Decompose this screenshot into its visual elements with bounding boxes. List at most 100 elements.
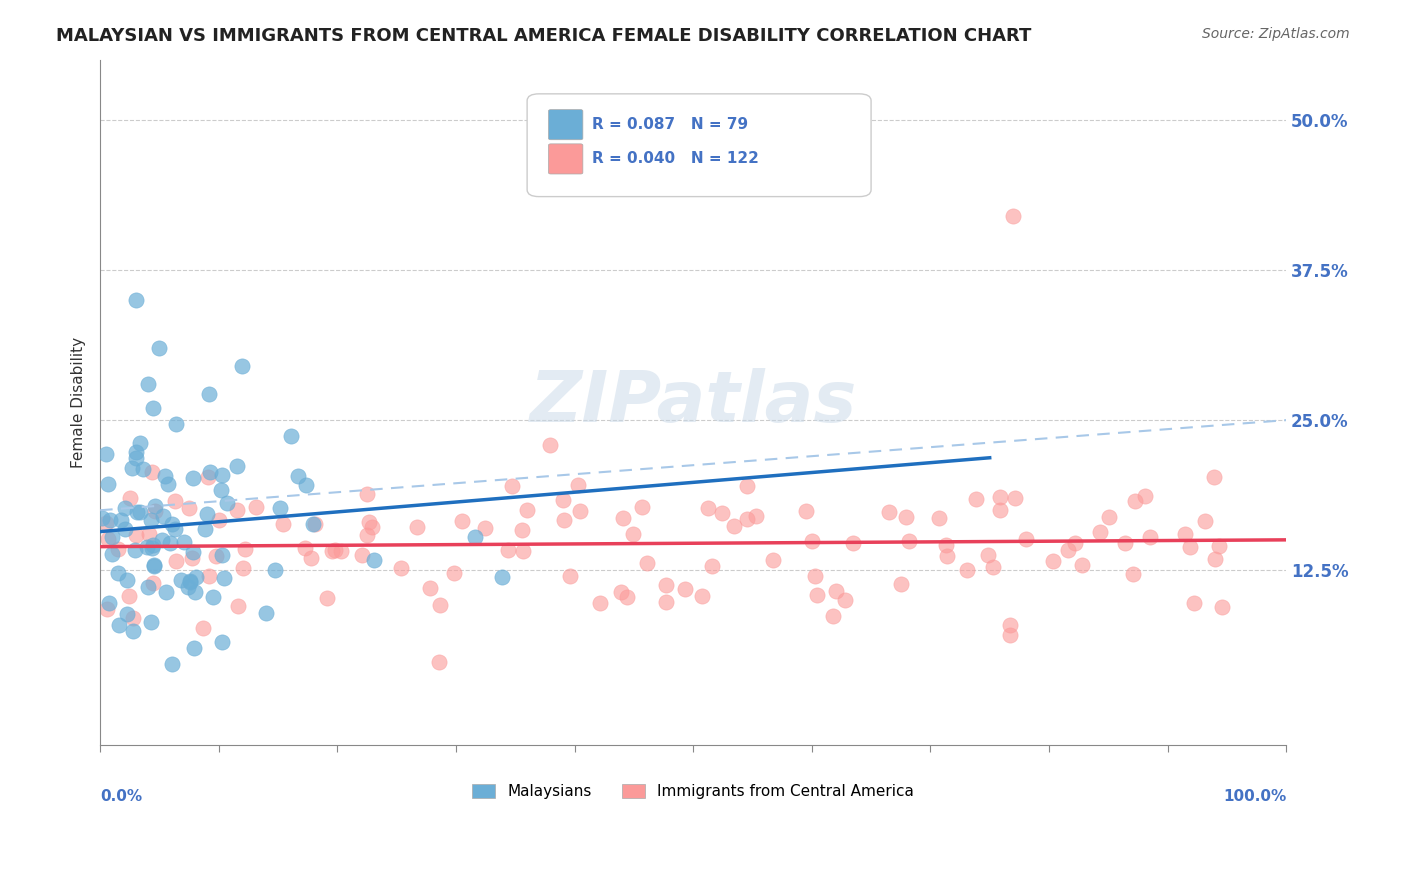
Malaysians [143,558,166,572]
Malaysians [280,429,302,443]
Immigrants from Central America [233,542,256,557]
Immigrants from Central America [616,590,638,604]
Immigrants from Central America [1114,536,1136,550]
Text: R = 0.087   N = 79: R = 0.087 N = 79 [592,117,748,132]
Malaysians [107,566,129,580]
Immigrants from Central America [226,599,249,613]
Malaysians [165,417,187,431]
Malaysians [194,522,217,536]
Malaysians [139,513,162,527]
Malaysians [363,552,385,566]
Malaysians [197,387,219,401]
Immigrants from Central America [299,550,322,565]
Immigrants from Central America [321,544,343,558]
Malaysians [141,541,163,555]
Malaysians [163,522,186,536]
Immigrants from Central America [988,503,1011,517]
Malaysians [132,462,155,476]
Immigrants from Central America [569,504,592,518]
Immigrants from Central America [356,487,378,501]
Malaysians [160,517,183,532]
Immigrants from Central America [981,559,1004,574]
Immigrants from Central America [1123,493,1146,508]
Immigrants from Central America [427,655,450,669]
Immigrants from Central America [842,536,865,550]
Immigrants from Central America [1004,491,1026,505]
Malaysians [122,624,145,639]
Immigrants from Central America [673,582,696,596]
Malaysians [141,615,163,629]
Immigrants from Central America [825,584,848,599]
Immigrants from Central America [1042,554,1064,568]
Malaysians [98,513,121,527]
Malaysians [264,563,287,577]
Malaysians [156,476,179,491]
Legend: Malaysians, Immigrants from Central America: Malaysians, Immigrants from Central Amer… [465,778,921,805]
Immigrants from Central America [197,469,219,483]
Immigrants from Central America [1202,469,1225,483]
Malaysians [142,559,165,574]
Malaysians [183,585,205,599]
Immigrants from Central America [621,526,644,541]
Malaysians [269,501,291,516]
Text: MALAYSIAN VS IMMIGRANTS FROM CENTRAL AMERICA FEMALE DISABILITY CORRELATION CHART: MALAYSIAN VS IMMIGRANTS FROM CENTRAL AME… [56,27,1032,45]
Immigrants from Central America [271,516,294,531]
Immigrants from Central America [406,520,429,534]
Text: 100.0%: 100.0% [1223,789,1286,804]
Immigrants from Central America [977,549,1000,563]
Immigrants from Central America [107,542,129,557]
Immigrants from Central America [1204,551,1226,566]
Immigrants from Central America [896,510,918,524]
Malaysians [115,607,138,621]
Immigrants from Central America [142,575,165,590]
Immigrants from Central America [304,517,326,532]
Immigrants from Central America [1139,530,1161,544]
Immigrants from Central America [226,503,249,517]
Immigrants from Central America [735,512,758,526]
Immigrants from Central America [538,437,561,451]
Malaysians [94,447,117,461]
Immigrants from Central America [208,513,231,527]
Immigrants from Central America [138,527,160,541]
Immigrants from Central America [928,511,950,525]
Immigrants from Central America [710,506,733,520]
Immigrants from Central America [232,561,254,575]
Malaysians [117,573,139,587]
Immigrants from Central America [1135,489,1157,503]
Immigrants from Central America [191,621,214,635]
Immigrants from Central America [474,520,496,534]
Immigrants from Central America [567,478,589,492]
Text: 0.0%: 0.0% [100,789,142,804]
Immigrants from Central America [96,516,118,530]
Immigrants from Central America [97,533,120,547]
Malaysians [294,477,316,491]
Malaysians [124,543,146,558]
Immigrants from Central America [510,524,533,538]
Malaysians [301,516,323,531]
Immigrants from Central America [735,479,758,493]
Immigrants from Central America [723,519,745,533]
Immigrants from Central America [245,500,267,514]
Malaysians [129,505,152,519]
Malaysians [101,547,124,561]
Malaysians [153,468,176,483]
Malaysians [101,530,124,544]
Immigrants from Central America [1211,600,1233,615]
Malaysians [124,445,146,459]
Malaysians [142,401,165,415]
Malaysians [142,538,165,552]
Immigrants from Central America [1064,536,1087,550]
Immigrants from Central America [323,543,346,558]
Malaysians [179,574,201,588]
Immigrants from Central America [122,611,145,625]
Immigrants from Central America [1000,618,1022,632]
Immigrants from Central America [1097,510,1119,524]
Immigrants from Central America [516,503,538,517]
Malaysians [170,573,193,587]
Malaysians [173,535,195,549]
Immigrants from Central America [1174,527,1197,541]
Malaysians [181,545,204,559]
Immigrants from Central America [96,602,118,616]
Malaysians [136,377,159,392]
Malaysians [181,471,204,485]
